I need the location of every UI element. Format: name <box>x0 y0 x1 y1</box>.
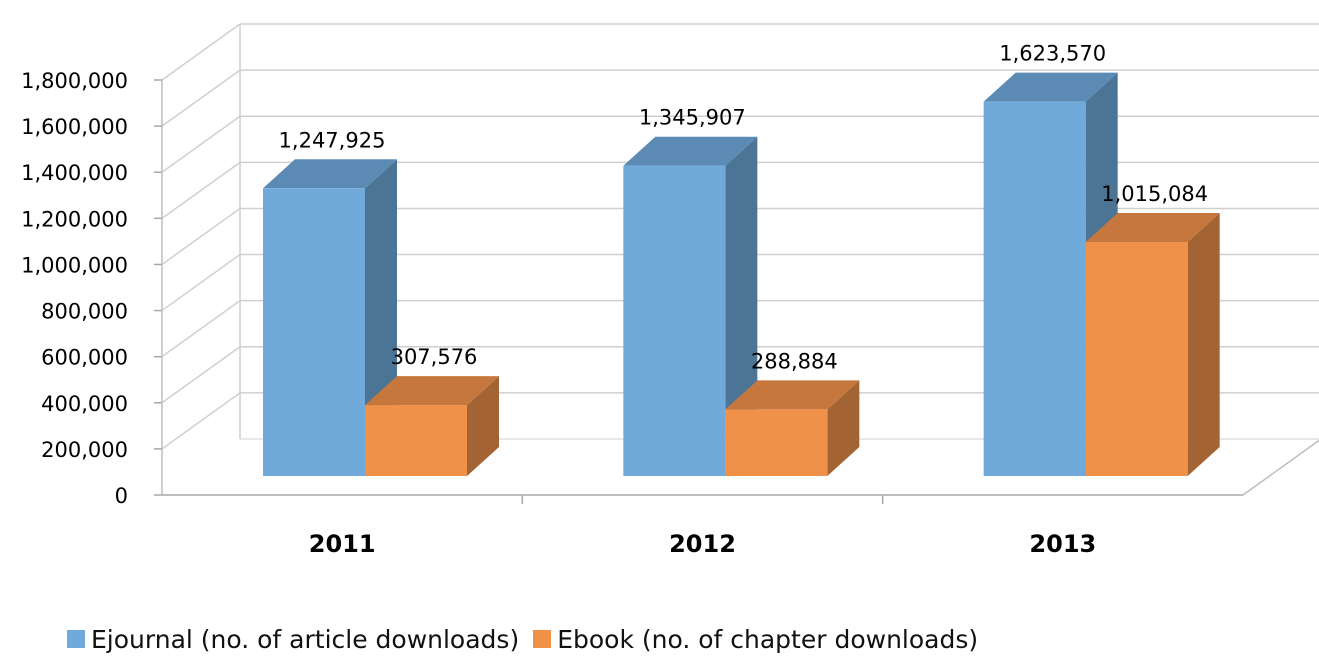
legend: Ejournal (no. of article downloads) Eboo… <box>67 620 992 658</box>
data-label-2012-ejournal: 1,345,907 <box>639 106 746 130</box>
y-tick-label: 0 <box>115 484 128 508</box>
bar-top-face <box>365 376 499 406</box>
gridline-diagonal <box>161 161 241 219</box>
bar-front-face <box>623 165 726 476</box>
y-tick-label: 800,000 <box>41 300 128 324</box>
gridline-diagonal <box>161 300 241 358</box>
gridline-diagonal <box>161 207 241 266</box>
gridline-diagonal <box>161 69 241 127</box>
gridline-diagonal <box>161 253 241 312</box>
data-label-2013-ejournal: 1,623,570 <box>999 42 1106 66</box>
y-tick-label: 600,000 <box>41 346 128 370</box>
bar-front-face <box>725 409 828 476</box>
bar-front-face <box>1085 241 1188 476</box>
bar-top-face <box>983 72 1118 102</box>
x-axis-ticks: 2011 2012 2013 <box>309 530 1096 558</box>
y-tick-label: 1,400,000 <box>21 161 128 185</box>
gridline-diagonal <box>161 23 241 81</box>
data-label-2013-ebook: 1,015,084 <box>1101 182 1208 206</box>
x-tick-label-2012: 2012 <box>669 530 736 558</box>
bar-front-face <box>365 405 467 476</box>
bar-2012-ebook <box>725 380 860 476</box>
legend-label-ebook: Ebook (no. of chapter downloads) <box>557 624 979 654</box>
bar-side-face <box>827 380 860 476</box>
bar-2012-ejournal <box>623 136 758 476</box>
bars <box>263 72 1220 477</box>
gridline-diagonal <box>161 115 241 173</box>
y-tick-label: 1,000,000 <box>21 253 128 277</box>
y-tick-label: 1,600,000 <box>21 115 128 139</box>
bar-side-face <box>1187 212 1220 477</box>
gridline-diagonal <box>161 346 241 404</box>
data-label-2012-ebook: 288,884 <box>751 349 838 373</box>
x-tick-label-2011: 2011 <box>309 530 376 558</box>
x-tick-label-2013: 2013 <box>1029 530 1096 558</box>
gridline-diagonal <box>161 392 241 450</box>
bar-top-face <box>263 159 397 189</box>
bar-top-face <box>623 136 758 166</box>
data-label-2011-ebook: 307,576 <box>391 345 478 369</box>
y-tick-label: 400,000 <box>41 392 128 416</box>
bar-2011-ebook <box>365 376 499 476</box>
bar-front-face <box>983 101 1086 477</box>
floor-right-edge <box>1242 439 1319 496</box>
bar-top-face <box>725 380 860 410</box>
y-axis-ticks: 0 200,000 400,000 600,000 800,000 1,000,000 1,… <box>21 69 128 508</box>
bar-2013-ebook <box>1085 212 1220 477</box>
chart-walls <box>161 24 1319 496</box>
bar-top-face <box>1085 212 1220 242</box>
legend-label-ejournal: Ejournal (no. of article downloads) <box>91 624 520 654</box>
legend-item-ejournal: Ejournal (no. of article downloads) <box>67 625 519 654</box>
data-label-2011-ejournal: 1,247,925 <box>279 128 386 152</box>
y-tick-label: 1,800,000 <box>21 69 128 93</box>
y-tick-label: 200,000 <box>41 438 128 462</box>
legend-item-ebook: Ebook (no. of chapter downloads) <box>533 625 978 654</box>
data-labels: 1,247,925 307,576 1,345,907 288,884 1,623,57… <box>279 42 1209 374</box>
bar-side-face <box>467 376 499 476</box>
legend-swatch-ejournal <box>67 630 85 648</box>
y-tick-label: 1,200,000 <box>21 207 128 231</box>
bar-front-face <box>263 188 365 477</box>
legend-swatch-ebook <box>533 630 552 648</box>
